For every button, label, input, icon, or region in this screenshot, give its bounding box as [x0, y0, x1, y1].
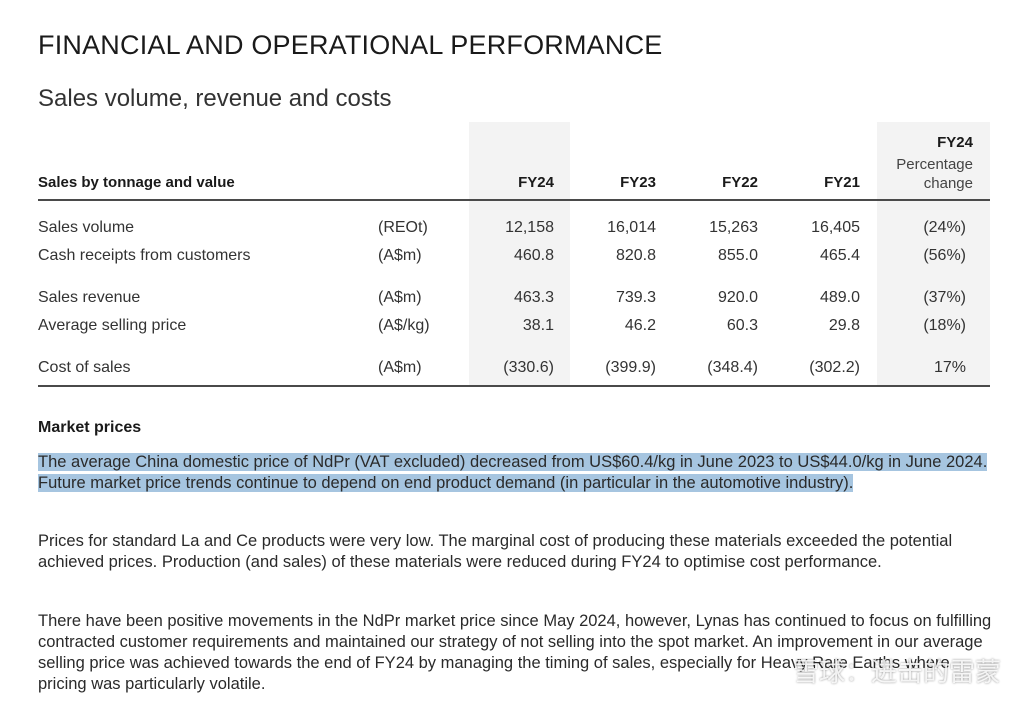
- cell-fy24: 460.8: [513, 247, 554, 264]
- cell-pct-change: 17%: [933, 359, 966, 376]
- column-header-fy21: FY21: [824, 174, 860, 191]
- column-header-fy23: FY23: [620, 174, 656, 191]
- row-label: Cash receipts from customers: [38, 247, 251, 264]
- table-row: Sales revenue (A$m) 463.3 739.3 920.0 48…: [0, 289, 1031, 309]
- cell-pct-change: (18%): [923, 317, 966, 334]
- pct-change-header-line2: change: [923, 175, 973, 192]
- cell-pct-change: (37%): [923, 289, 966, 306]
- row-label: Cost of sales: [38, 359, 131, 376]
- cell-fy22: 15,263: [709, 219, 758, 236]
- cell-fy24: (330.6): [503, 359, 554, 376]
- cell-fy23: 739.3: [615, 289, 656, 306]
- table-header-label: Sales by tonnage and value: [38, 174, 235, 191]
- market-prices-paragraph[interactable]: Prices for standard La and Ce products w…: [38, 532, 953, 571]
- fy24-column-shading: [469, 122, 570, 385]
- cell-fy23: 46.2: [624, 317, 656, 334]
- table-row: Average selling price (A$/kg) 38.1 46.2 …: [0, 317, 1031, 337]
- cell-fy22: (348.4): [707, 359, 758, 376]
- row-label: Sales revenue: [38, 289, 141, 306]
- cell-fy21: 465.4: [819, 247, 860, 264]
- pct-change-header-year: FY24: [937, 134, 973, 151]
- page-title: FINANCIAL AND OPERATIONAL PERFORMANCE: [38, 30, 663, 60]
- cell-fy21: 29.8: [828, 317, 860, 334]
- cell-fy23: 820.8: [615, 247, 656, 264]
- watermark: 雪球：进击的雷蒙: [792, 657, 1001, 687]
- table-row: Sales volume (REOt) 12,158 16,014 15,263…: [0, 219, 1031, 239]
- column-header-fy24: FY24: [518, 174, 554, 191]
- cell-fy22: 60.3: [726, 317, 758, 334]
- row-label: Sales volume: [38, 219, 135, 236]
- pct-change-column-shading: [877, 122, 990, 385]
- cell-fy24: 12,158: [505, 219, 554, 236]
- table-bottom-rule: [38, 385, 990, 387]
- row-label: Average selling price: [38, 317, 187, 334]
- selected-text[interactable]: The average China domestic price of NdPr…: [38, 453, 988, 492]
- cell-fy22: 920.0: [717, 289, 758, 306]
- row-unit: (REOt): [378, 219, 428, 236]
- cell-pct-change: (56%): [923, 247, 966, 264]
- cell-fy24: 38.1: [522, 317, 554, 334]
- table-top-rule: [38, 199, 990, 201]
- cell-fy23: 16,014: [607, 219, 656, 236]
- cell-fy21: 489.0: [819, 289, 860, 306]
- row-unit: (A$m): [378, 247, 422, 264]
- section-subtitle: Sales volume, revenue and costs: [38, 85, 392, 112]
- row-unit: (A$m): [378, 359, 422, 376]
- market-prices-heading: Market prices: [38, 419, 142, 436]
- pct-change-header-line1: Percentage: [896, 156, 973, 173]
- cell-fy21: (302.2): [809, 359, 860, 376]
- column-header-fy22: FY22: [722, 174, 758, 191]
- cell-pct-change: (24%): [923, 219, 966, 236]
- cell-fy23: (399.9): [605, 359, 656, 376]
- market-prices-paragraph-highlighted[interactable]: The average China domestic price of NdPr…: [38, 452, 998, 494]
- table-row: Cost of sales (A$m) (330.6) (399.9) (348…: [0, 359, 1031, 379]
- cell-fy22: 855.0: [717, 247, 758, 264]
- cell-fy21: 16,405: [811, 219, 860, 236]
- market-prices-paragraph[interactable]: There have been positive movements in th…: [38, 612, 992, 693]
- cell-fy24: 463.3: [513, 289, 554, 306]
- row-unit: (A$m): [378, 289, 422, 306]
- table-row: Cash receipts from customers (A$m) 460.8…: [0, 247, 1031, 267]
- row-unit: (A$/kg): [378, 317, 430, 334]
